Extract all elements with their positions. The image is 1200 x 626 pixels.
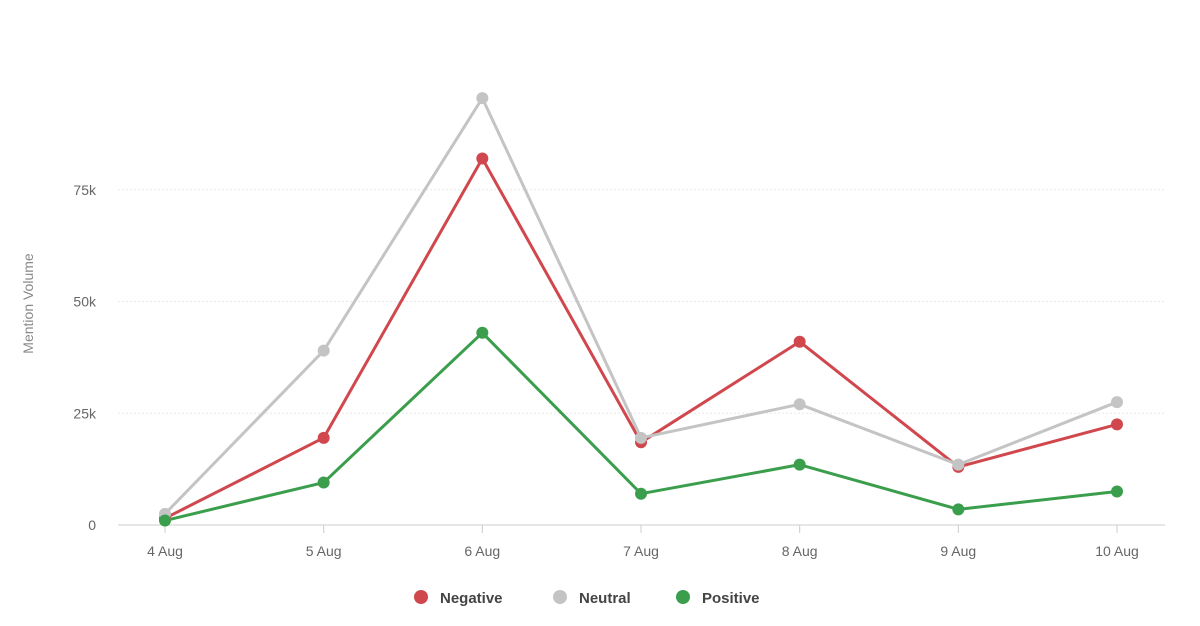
legend-label: Negative — [440, 590, 503, 607]
data-point-negative[interactable] — [476, 152, 489, 165]
series-line-negative[interactable] — [163, 156, 1119, 520]
y-tick-label: 75k — [73, 182, 97, 198]
data-point-positive[interactable] — [793, 458, 806, 471]
data-point-negative[interactable] — [1111, 418, 1123, 431]
data-point-positive[interactable] — [159, 514, 171, 527]
legend-label: Neutral — [579, 590, 631, 607]
y-tick-label: 25k — [73, 405, 97, 421]
x-tick-label: 7 Aug — [623, 543, 659, 559]
legend-marker — [414, 590, 428, 604]
data-point-positive[interactable] — [1111, 485, 1123, 498]
legend[interactable]: Negative Neutral Positive — [414, 590, 760, 607]
data-point-neutral[interactable] — [476, 92, 489, 105]
data-point-neutral[interactable] — [952, 458, 965, 471]
legend-item-neutral[interactable]: Neutral — [553, 590, 631, 607]
data-point-neutral[interactable] — [317, 344, 330, 357]
x-tick-label: 4 Aug — [147, 543, 183, 559]
legend-marker — [553, 590, 567, 604]
x-tick-label: 6 Aug — [464, 543, 500, 559]
data-points — [159, 92, 1123, 527]
data-point-neutral[interactable] — [793, 398, 806, 411]
data-point-positive[interactable] — [476, 326, 489, 339]
x-tick-label: 9 Aug — [940, 543, 976, 559]
grid — [118, 189, 1165, 526]
legend-item-positive[interactable]: Positive — [676, 590, 760, 607]
x-tick-label: 10 Aug — [1095, 543, 1139, 559]
y-tick-label: 50k — [73, 294, 97, 310]
legend-label: Positive — [702, 590, 760, 607]
data-point-positive[interactable] — [952, 503, 965, 516]
series-lines — [163, 96, 1119, 523]
legend-marker — [676, 590, 690, 604]
axes: 0 25k 50k 75k 4 Aug 5 Aug 6 Aug 7 Aug 8 Aug 9 Aug… — [20, 182, 1139, 559]
y-tick-label: 0 — [88, 517, 96, 533]
data-point-neutral[interactable] — [1111, 396, 1123, 409]
y-axis-title: Mention Volume — [20, 253, 36, 354]
legend-item-negative[interactable]: Negative — [414, 590, 503, 607]
data-point-negative[interactable] — [317, 431, 330, 444]
data-point-negative[interactable] — [793, 335, 806, 348]
data-point-positive[interactable] — [317, 476, 330, 489]
data-point-neutral[interactable] — [635, 431, 647, 444]
data-point-positive[interactable] — [635, 487, 647, 500]
x-tick-label: 8 Aug — [782, 543, 818, 559]
series-line-neutral[interactable] — [163, 96, 1119, 516]
x-tick-label: 5 Aug — [306, 543, 342, 559]
